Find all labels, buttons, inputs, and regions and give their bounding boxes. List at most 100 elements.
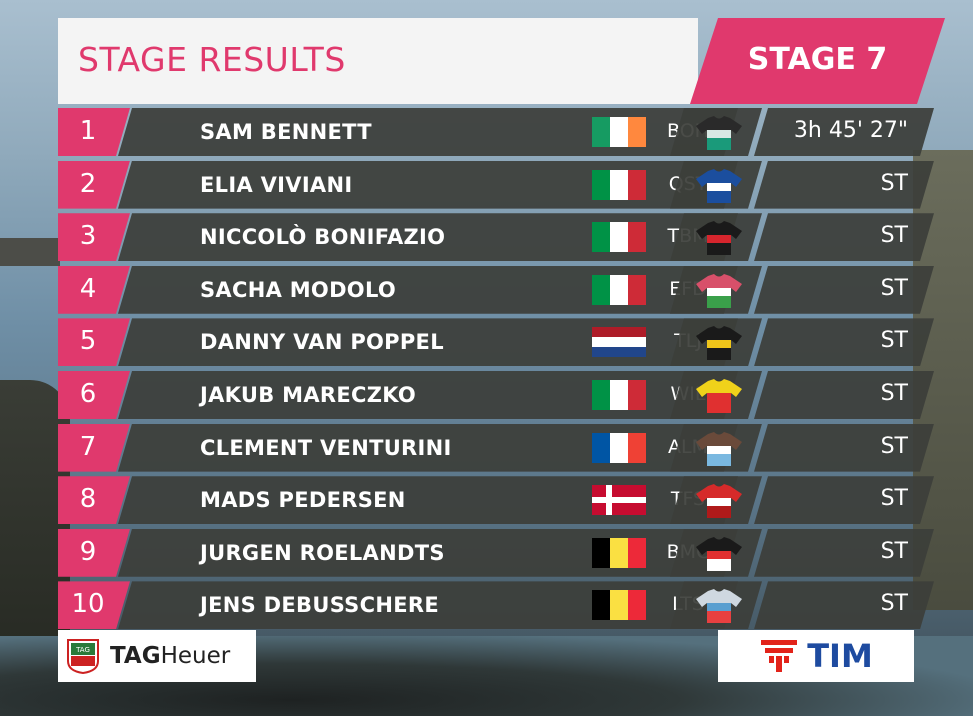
rider-cell: SACHA MODOLOEFD (118, 266, 738, 314)
sponsor-left-name: TAGHeuer (110, 643, 230, 669)
finish-time: ST (880, 538, 908, 564)
jersey-efd-icon (696, 274, 742, 308)
jersey-cell (670, 161, 762, 209)
time-cell: ST (754, 266, 934, 314)
position-badge: 4 (58, 266, 130, 314)
france-flag-icon (592, 433, 646, 463)
finish-time: ST (880, 328, 908, 354)
rider-cell: JAKUB MARECZKOWIL (118, 371, 738, 419)
sponsor-right-name: TIM (807, 637, 873, 675)
jersey-cell (670, 266, 762, 314)
position-badge: 5 (58, 318, 130, 366)
rider-name: ELIA VIVIANI (200, 172, 353, 197)
time-cell: ST (754, 318, 934, 366)
rider-cell: JURGEN ROELANDTSBMC (118, 529, 738, 577)
position-number: 9 (79, 536, 97, 567)
time-cell: ST (754, 213, 934, 261)
table-row: MADS PEDERSENTFS 8 ST (58, 476, 938, 524)
table-row: DANNY VAN POPPELTLJ 5 ST (58, 318, 938, 366)
netherlands-flag-icon (592, 327, 646, 357)
jersey-alm-icon (696, 432, 742, 466)
stage-badge: STAGE 7 (690, 18, 945, 104)
time-cell: ST (754, 476, 934, 524)
rider-cell: SAM BENNETTBOH (118, 108, 738, 156)
jersey-wil-icon (696, 379, 742, 413)
position-badge: 6 (58, 371, 130, 419)
sponsor-tagheuer: TAG TAGHeuer (58, 630, 256, 682)
rider-cell: DANNY VAN POPPELTLJ (118, 318, 738, 366)
rider-cell: MADS PEDERSENTFS (118, 476, 738, 524)
finish-time: 3h 45' 27" (793, 118, 908, 143)
rider-name: JENS DEBUSSCHERE (200, 593, 439, 618)
jersey-qst-icon (696, 169, 742, 203)
jersey-boh-icon (696, 116, 742, 150)
ireland-flag-icon (592, 117, 646, 147)
table-row: ELIA VIVIANIQST 2 ST (58, 161, 938, 209)
time-cell: 3h 45' 27" (754, 108, 934, 156)
position-badge: 3 (58, 213, 130, 261)
jersey-cell (670, 213, 762, 261)
finish-time: ST (880, 170, 908, 196)
table-row: JAKUB MARECZKOWIL 6 ST (58, 371, 938, 419)
background-beach (0, 238, 60, 266)
table-row: SAM BENNETTBOH 1 3h 45' 27" (58, 108, 938, 156)
rider-name: JURGEN ROELANDTS (200, 540, 445, 565)
position-number: 3 (79, 221, 97, 252)
rider-name: MADS PEDERSEN (200, 488, 406, 513)
tim-logo-icon (761, 640, 798, 672)
time-cell: ST (754, 581, 934, 629)
jersey-cell (670, 371, 762, 419)
rider-cell: JENS DEBUSSCHERELTS (118, 581, 738, 629)
time-cell: ST (754, 371, 934, 419)
jersey-tlj-icon (696, 326, 742, 360)
position-badge: 10 (58, 581, 130, 629)
jersey-cell (670, 424, 762, 472)
table-row: NICCOLÒ BONIFAZIOTBM 3 ST (58, 213, 938, 261)
svg-text:TAG: TAG (75, 646, 90, 654)
position-number: 8 (79, 484, 97, 515)
rider-cell: CLEMENT VENTURINIALM (118, 424, 738, 472)
rider-name: NICCOLÒ BONIFAZIO (200, 225, 446, 250)
rider-name: SAM BENNETT (200, 120, 372, 144)
time-cell: ST (754, 529, 934, 577)
jersey-cell (670, 581, 762, 629)
italy-flag-icon (592, 170, 646, 200)
sponsor-tim: TIM (718, 630, 914, 682)
stage-label: STAGE 7 (747, 42, 888, 77)
position-badge: 7 (58, 424, 130, 472)
tagheuer-logo-icon: TAG (67, 639, 99, 675)
position-number: 5 (79, 326, 97, 357)
finish-time: ST (880, 591, 908, 617)
position-badge: 1 (58, 108, 130, 156)
table-row: CLEMENT VENTURINIALM 7 ST (58, 424, 938, 472)
jersey-lts-icon (696, 589, 742, 623)
table-row: JURGEN ROELANDTSBMC 9 ST (58, 529, 938, 577)
time-cell: ST (754, 424, 934, 472)
belgium-flag-icon (592, 538, 646, 568)
rider-name: SACHA MODOLO (200, 277, 397, 302)
finish-time: ST (880, 275, 908, 301)
jersey-cell (670, 476, 762, 524)
rider-cell: ELIA VIVIANIQST (118, 161, 738, 209)
finish-time: ST (880, 433, 908, 459)
finish-time: ST (880, 381, 908, 406)
position-number: 2 (79, 168, 97, 199)
sponsor-left-name-bold: TAG (110, 643, 161, 669)
table-row: SACHA MODOLOEFD 4 ST (58, 266, 938, 314)
position-number: 10 (71, 589, 105, 620)
rider-name: CLEMENT VENTURINI (200, 435, 452, 460)
jersey-tbm-icon (696, 221, 742, 255)
denmark-flag-icon (592, 485, 646, 515)
jersey-cell (670, 108, 762, 156)
jersey-bmc-icon (696, 537, 742, 571)
italy-flag-icon (592, 380, 646, 410)
italy-flag-icon (592, 222, 646, 252)
position-number: 4 (79, 273, 97, 304)
position-badge: 9 (58, 529, 130, 577)
rider-cell: NICCOLÒ BONIFAZIOTBM (118, 213, 738, 261)
time-cell: ST (754, 161, 934, 209)
position-number: 1 (79, 116, 97, 146)
jersey-cell (670, 318, 762, 366)
jersey-cell (670, 529, 762, 577)
position-badge: 2 (58, 161, 130, 209)
